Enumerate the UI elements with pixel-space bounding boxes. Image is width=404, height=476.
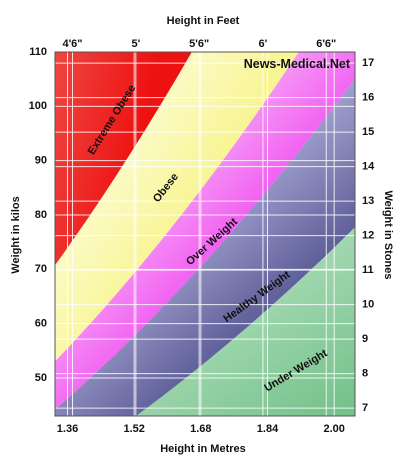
right-tick-label: 13 <box>362 195 374 207</box>
top-tick-label: 5' <box>131 38 140 50</box>
left-axis-title: Weight in kilos <box>10 196 22 273</box>
watermark-text: News-Medical.Net <box>244 57 351 71</box>
top-tick-label: 5'6" <box>189 38 209 50</box>
bottom-tick-label: 1.84 <box>257 423 279 435</box>
bottom-tick-label: 2.00 <box>323 423 344 435</box>
bottom-axis-title: Height in Metres <box>160 443 246 455</box>
right-tick-label: 10 <box>362 299 374 311</box>
right-tick-label: 14 <box>362 161 375 173</box>
bottom-tick-label: 1.52 <box>123 423 144 435</box>
band-under-weight <box>136 227 355 416</box>
plot-frame <box>54 51 356 417</box>
right-tick-label: 17 <box>362 57 374 69</box>
band-healthy-weight <box>55 78 355 416</box>
top-axis-title: Height in Feet <box>167 15 240 27</box>
band-over-weight <box>55 52 355 410</box>
bottom-tick-label: 1.36 <box>57 423 78 435</box>
right-tick-label: 12 <box>362 230 374 242</box>
right-tick-label: 9 <box>362 333 368 345</box>
top-tick-label: 6' <box>259 38 268 50</box>
top-tick-label: 4'6" <box>62 38 82 50</box>
top-tick-label: 6'6" <box>316 38 336 50</box>
left-tick-label: 110 <box>29 46 47 58</box>
right-tick-label: 11 <box>362 264 374 276</box>
left-tick-label: 70 <box>35 263 47 275</box>
right-tick-label: 7 <box>362 402 368 414</box>
right-tick-label: 16 <box>362 92 374 104</box>
left-tick-label: 50 <box>35 372 47 384</box>
right-tick-label: 8 <box>362 368 368 380</box>
left-tick-label: 90 <box>35 155 47 167</box>
left-tick-label: 100 <box>29 100 47 112</box>
bottom-tick-label: 1.68 <box>190 423 211 435</box>
right-axis-title: Weight in Stones <box>382 190 394 279</box>
left-tick-label: 80 <box>35 209 47 221</box>
right-tick-label: 15 <box>362 126 374 138</box>
band-obese <box>55 52 299 362</box>
left-tick-label: 60 <box>35 318 47 330</box>
band-extreme-obese <box>55 52 192 266</box>
